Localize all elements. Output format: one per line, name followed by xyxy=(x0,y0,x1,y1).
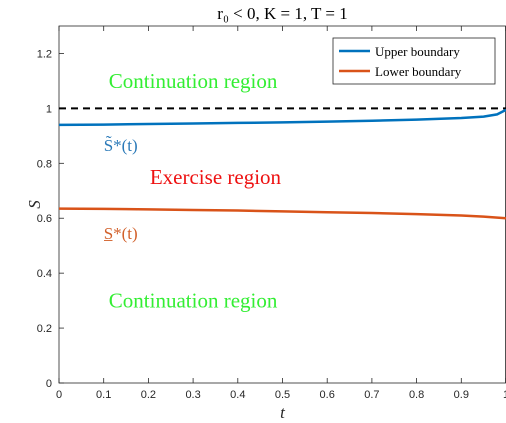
legend: Upper boundary Lower boundary xyxy=(332,37,496,85)
exercise-region-label: Exercise region xyxy=(150,165,282,189)
x-tick-label: 0.5 xyxy=(275,389,290,401)
x-tick-label: 0.2 xyxy=(141,389,156,401)
lower-boundary-label: S̲*(t) xyxy=(103,224,137,243)
x-tick-label: 1 xyxy=(503,389,506,401)
series-lines xyxy=(58,107,506,220)
x-tick-label: 0.6 xyxy=(320,389,335,401)
y-tick-label: 0.4 xyxy=(37,268,52,280)
legend-entry: Lower boundary xyxy=(375,64,462,79)
upper-boundary-label: S̃*(t) xyxy=(104,136,138,155)
y-tick-label: 1.2 xyxy=(37,48,52,60)
y-tick-label: 0.6 xyxy=(37,213,52,225)
x-tick-label: 0.1 xyxy=(96,389,111,401)
y-axis: 0 0.2 0.4 0.6 0.8 1 1.2 xyxy=(37,48,64,390)
legend-box xyxy=(332,37,496,85)
y-tick-label: 0 xyxy=(46,378,52,390)
y-tick-label: 1 xyxy=(46,103,52,115)
region-annotations: Continuation region Exercise region Contin… xyxy=(103,69,281,313)
upper-boundary-line xyxy=(58,108,506,127)
x-axis: 0 0.1 0.2 0.3 0.4 0.5 0.6 0.7 0.8 0.9 1 xyxy=(56,26,506,401)
y-tick-label: 0.2 xyxy=(37,323,52,335)
x-tick-label: 0 xyxy=(56,389,62,401)
lower-boundary-line xyxy=(58,207,506,220)
x-tick-label: 0.9 xyxy=(454,389,469,401)
x-tick-label: 0.8 xyxy=(409,389,424,401)
x-tick-label: 0.7 xyxy=(364,389,379,401)
legend-entry: Upper boundary xyxy=(375,44,460,59)
x-tick-label: 0.4 xyxy=(230,389,245,401)
chart-title: r₀ < 0, K = 1, T = 1 xyxy=(217,4,347,23)
y-tick-label: 0.8 xyxy=(37,158,52,170)
x-tick-label: 0.3 xyxy=(185,389,200,401)
x-axis-label: t xyxy=(280,403,286,422)
continuation-region-label: Continuation region xyxy=(109,289,278,313)
y-axis-label: S xyxy=(25,200,44,209)
continuation-region-label: Continuation region xyxy=(109,69,278,93)
